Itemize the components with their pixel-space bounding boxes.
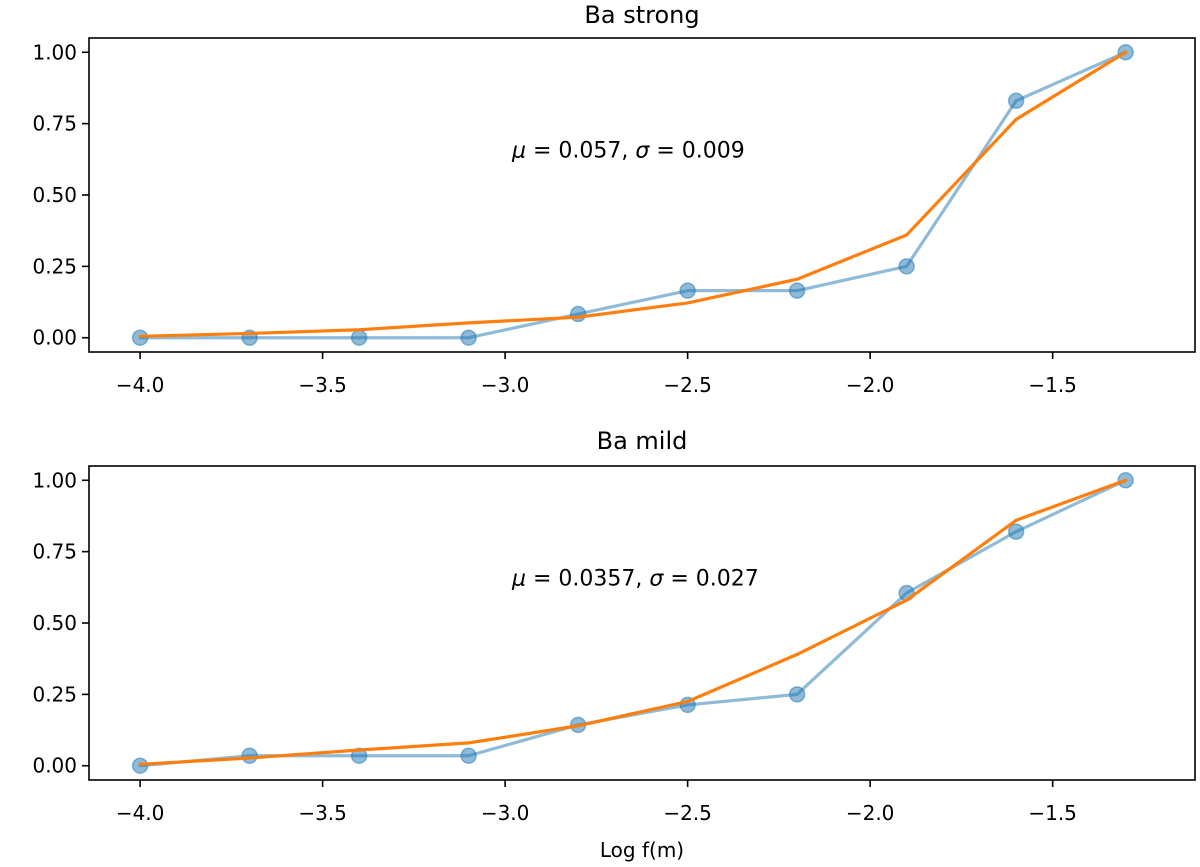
data-point xyxy=(788,686,806,703)
series-line-empirical xyxy=(138,50,1128,340)
x-tick-label: −4.0 xyxy=(116,373,165,397)
y-tick-label: 0.75 xyxy=(32,540,77,564)
x-tick-label: −1.5 xyxy=(1028,801,1077,825)
stats-annotation-part: = 0.057, xyxy=(526,138,635,163)
stats-annotation-part: = 0.009 xyxy=(649,138,744,163)
x-tick-label: −3.0 xyxy=(481,801,530,825)
data-point xyxy=(1007,92,1025,110)
x-tick-label: −4.0 xyxy=(116,801,165,825)
data-point xyxy=(460,747,477,764)
x-tick-label: −3.5 xyxy=(298,801,347,825)
y-tick-label: 0.75 xyxy=(32,112,77,136)
series-line-fit xyxy=(138,50,1128,338)
stats-annotation: μ = 0.057, σ = 0.009 xyxy=(511,138,745,163)
x-tick-label: −2.5 xyxy=(663,801,712,825)
data-point xyxy=(460,329,477,346)
stats-annotation-part: = 0.027 xyxy=(663,566,758,591)
data-point xyxy=(350,747,368,764)
axes-frame xyxy=(88,37,1196,353)
data-point xyxy=(679,282,696,299)
y-tick-label: 0.25 xyxy=(32,682,77,706)
x-tick-label: −3.5 xyxy=(298,373,347,397)
stats-annotation-part: μ xyxy=(511,566,526,591)
y-tick-label: 1.00 xyxy=(32,40,77,64)
stats-annotation-part: σ xyxy=(635,138,650,163)
y-tick-label: 0.25 xyxy=(32,254,77,278)
data-point xyxy=(1007,523,1025,540)
data-point xyxy=(898,258,915,275)
stats-annotation-part: = 0.0357, xyxy=(526,566,649,591)
stats-annotation-part: μ xyxy=(511,138,526,163)
stats-annotation: μ = 0.0357, σ = 0.027 xyxy=(511,566,759,591)
y-tick-label: 1.00 xyxy=(32,468,77,492)
y-tick-label: 0.00 xyxy=(32,326,77,350)
x-axis-label: Log f(m) xyxy=(600,838,684,862)
data-point xyxy=(350,329,368,346)
axes-frame xyxy=(88,465,1196,781)
data-point xyxy=(569,305,587,323)
y-tick-label: 0.50 xyxy=(32,183,77,207)
x-tick-label: −2.5 xyxy=(663,373,712,397)
x-tick-label: −1.5 xyxy=(1028,373,1077,397)
subplot-1: Ba strong −4.0 −3.5 −3.0 −2.5 −2.0 −1.5 0.00 0.2… xyxy=(32,1,1196,397)
x-tick-label: −2.0 xyxy=(846,373,895,397)
chart-title: Ba strong xyxy=(584,1,699,29)
data-point xyxy=(788,282,806,299)
data-point xyxy=(241,747,258,764)
x-tick-label: −2.0 xyxy=(846,801,895,825)
series-line-empirical xyxy=(138,478,1128,768)
stats-annotation-part: σ xyxy=(649,566,664,591)
series-line-fit xyxy=(138,478,1128,766)
chart-title: Ba mild xyxy=(597,427,688,455)
subplot-2: Ba mild −4.0 −3.5 −3.0 −2.5 −2.0 −1.5 0.00 0.25 0… xyxy=(32,427,1196,862)
y-tick-label: 0.00 xyxy=(32,754,77,778)
y-tick-label: 0.50 xyxy=(32,611,77,635)
x-tick-label: −3.0 xyxy=(481,373,530,397)
